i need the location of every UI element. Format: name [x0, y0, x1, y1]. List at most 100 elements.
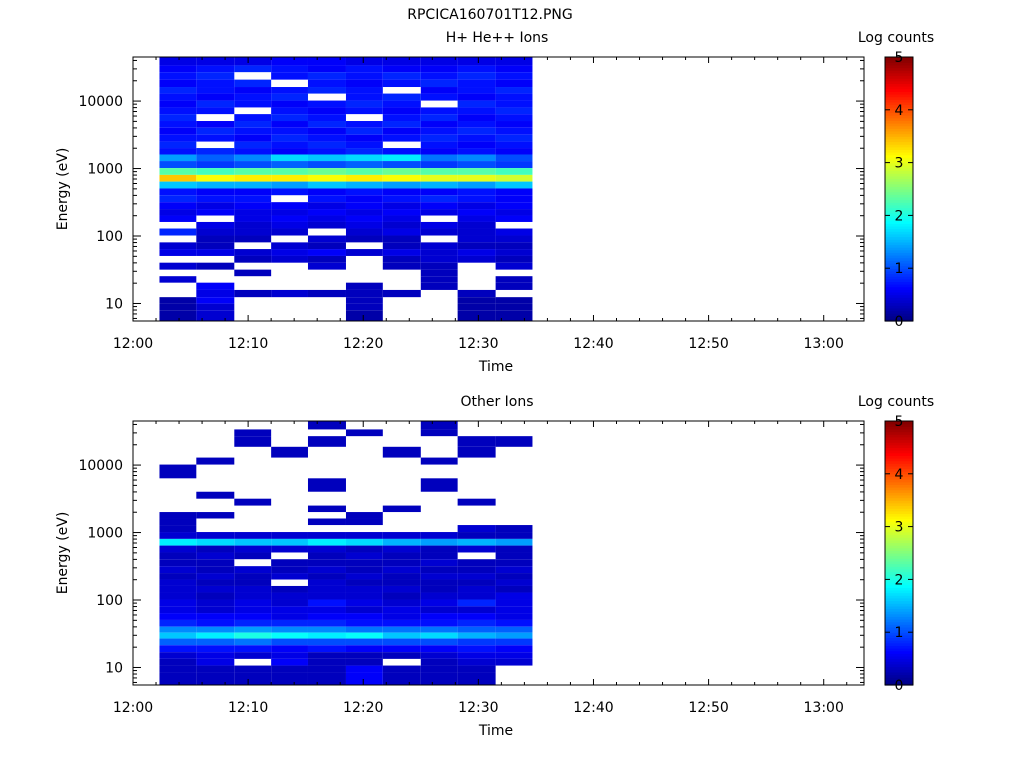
- heatmap-cell: [382, 114, 421, 122]
- heatmap-cell: [159, 579, 197, 586]
- heatmap-cell: [495, 168, 533, 175]
- heatmap-cell: [345, 235, 383, 243]
- colorbar-segment: [885, 566, 913, 570]
- heatmap-cell: [345, 148, 383, 155]
- heatmap-cell: [345, 606, 383, 614]
- heatmap-cell: [382, 107, 421, 115]
- heatmap-cell: [307, 87, 346, 94]
- heatmap-cell: [271, 134, 308, 142]
- heatmap-cell: [495, 127, 533, 135]
- heatmap-cell: [234, 181, 272, 189]
- heatmap-cell: [234, 652, 272, 659]
- heatmap-cell: [196, 282, 235, 290]
- heatmap-cell: [345, 161, 383, 169]
- heatmap-cell: [307, 478, 346, 492]
- heatmap-cell: [196, 632, 235, 639]
- colorbar-segment: [885, 516, 913, 520]
- heatmap-cell: [271, 93, 308, 101]
- heatmap-cell: [420, 457, 458, 465]
- colorbar-segment: [885, 115, 913, 119]
- heatmap-cell: [345, 512, 383, 519]
- heatmap-cell: [495, 545, 533, 553]
- heatmap-cell: [495, 638, 533, 646]
- heatmap-cell: [234, 235, 272, 243]
- heatmap-cell: [457, 87, 496, 94]
- colorbar-segment: [885, 178, 913, 182]
- colorbar-segment: [885, 210, 913, 214]
- y-tick-label: 10000: [78, 458, 123, 474]
- y-axis-label: Energy (eV): [55, 512, 71, 595]
- colorbar-segment: [885, 175, 913, 180]
- colorbar-segment: [885, 273, 913, 277]
- colorbar-tick-label: 5: [895, 50, 904, 66]
- heatmap-cell: [457, 532, 496, 539]
- heatmap-cell: [382, 579, 421, 586]
- heatmap-cell: [196, 619, 235, 627]
- heatmap-cell: [345, 573, 383, 580]
- colorbar-segment: [885, 542, 913, 546]
- heatmap-cell: [457, 498, 496, 506]
- heatmap-cell: [196, 195, 235, 203]
- colorbar-segment: [885, 553, 913, 557]
- heatmap-cell: [457, 303, 496, 311]
- heatmap-cell: [234, 127, 272, 135]
- heatmap-cell: [382, 255, 421, 263]
- heatmap-cell: [345, 289, 383, 298]
- heatmap-cell: [159, 161, 197, 169]
- colorbar-segment: [885, 260, 913, 264]
- heatmap-cell: [159, 573, 197, 580]
- colorbar-segment: [885, 655, 913, 660]
- heatmap-cell: [457, 436, 496, 447]
- heatmap-cell: [234, 255, 272, 263]
- heatmap-cell: [382, 532, 421, 539]
- heatmap-cell: [345, 310, 383, 321]
- colorbar-segment: [885, 682, 913, 686]
- heatmap-cell: [382, 505, 421, 513]
- heatmap-cell: [234, 585, 272, 593]
- heatmap-cell: [457, 209, 496, 216]
- heatmap-cell: [495, 65, 533, 73]
- heatmap-cell: [382, 566, 421, 574]
- heatmap-cell: [234, 121, 272, 128]
- heatmap-cell: [457, 57, 496, 66]
- heatmap-cell: [307, 107, 346, 115]
- colorbar-segment: [885, 239, 913, 243]
- heatmap-cell: [196, 72, 235, 80]
- heatmap-cell: [495, 573, 533, 580]
- y-tick-label: 100: [96, 229, 123, 245]
- colorbar-segment: [885, 241, 913, 246]
- heatmap-cell: [234, 57, 272, 66]
- heatmap-cell: [495, 626, 533, 633]
- heatmap-cell: [307, 161, 346, 169]
- colorbar-segment: [885, 310, 913, 314]
- heatmap-cell: [159, 65, 197, 73]
- colorbar-segment: [885, 313, 913, 317]
- heatmap-cell: [345, 87, 383, 94]
- colorbar-segment: [885, 255, 913, 259]
- heatmap-cell: [457, 525, 496, 533]
- colorbar-segment: [885, 194, 913, 198]
- heatmap-cell: [271, 255, 308, 263]
- heatmap-cell: [307, 606, 346, 614]
- heatmap-cell: [271, 242, 308, 250]
- heatmap-cell: [307, 599, 346, 607]
- colorbar-segment: [885, 510, 913, 514]
- heatmap-cell: [307, 221, 346, 229]
- colorbar-segment: [885, 529, 913, 533]
- heatmap-cell: [382, 202, 421, 210]
- heatmap-cell: [420, 161, 458, 169]
- heatmap-cell: [457, 174, 496, 182]
- heatmap-cell: [159, 276, 197, 283]
- panel-title: H+ He++ Ions: [446, 30, 549, 46]
- heatmap-cell: [457, 579, 496, 586]
- heatmap-cell: [159, 181, 197, 189]
- heatmap-cell: [345, 188, 383, 196]
- heatmap-cell: [382, 181, 421, 189]
- heatmap-cell: [307, 619, 346, 627]
- heatmap-cell: [307, 645, 346, 653]
- heatmap-cell: [495, 658, 533, 666]
- heatmap-cell: [159, 87, 197, 94]
- heatmap-cell: [271, 114, 308, 122]
- heatmap-cell: [345, 552, 383, 560]
- heatmap-cell: [345, 249, 383, 256]
